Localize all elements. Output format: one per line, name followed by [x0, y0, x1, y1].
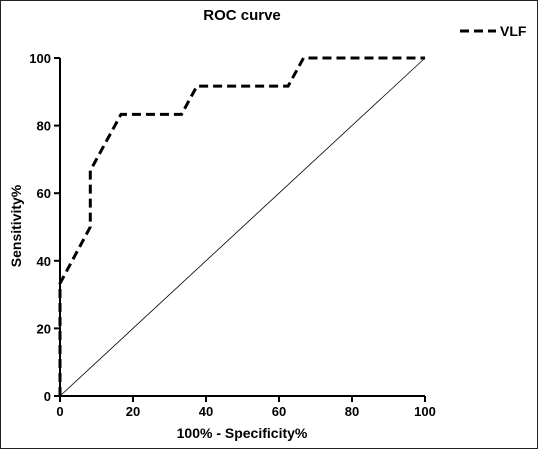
- plot-area: [58, 56, 426, 397]
- series-line-vlf: [58, 56, 425, 396]
- y-tick-label: 60: [37, 186, 51, 201]
- x-axis-label: 100% - Specificity%: [177, 425, 308, 441]
- y-axis-label: Sensitivity%: [8, 184, 24, 267]
- ticks: 0 20 40 60 80 100 0 20 40 60 80 100: [29, 51, 436, 419]
- legend-label-vlf: VLF: [500, 23, 527, 39]
- y-tick-label: 100: [29, 51, 51, 66]
- x-tick-label: 0: [56, 404, 63, 419]
- y-tick-label: 40: [37, 254, 51, 269]
- chart-title: ROC curve: [203, 7, 281, 24]
- y-tick-label: 20: [37, 321, 51, 336]
- x-tick-label: 20: [126, 404, 140, 419]
- x-tick-label: 60: [272, 404, 286, 419]
- reference-diagonal-line: [59, 57, 426, 397]
- legend: VLF: [460, 23, 527, 39]
- x-tick-label: 80: [345, 404, 359, 419]
- y-tick-label: 80: [37, 119, 51, 134]
- x-tick-label: 40: [199, 404, 213, 419]
- y-tick-label: 0: [44, 389, 51, 404]
- x-tick-label: 100: [414, 404, 436, 419]
